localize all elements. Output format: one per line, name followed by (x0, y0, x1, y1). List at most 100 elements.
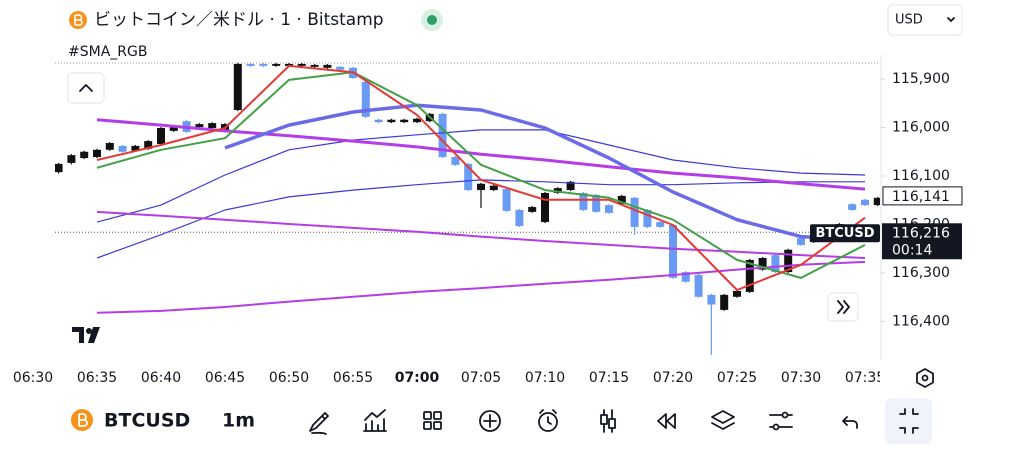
y-tick-label: 116,300 (892, 265, 950, 281)
x-tick-label: 06:45 (205, 370, 245, 386)
time-axis: 06:30 06:35 06:40 06:45 06:50 06:55 07:00 07:05… (13, 370, 885, 386)
candle-body (55, 163, 63, 173)
candle-body (502, 189, 511, 211)
candle-body (605, 205, 613, 213)
toolbar-interval[interactable]: 1m (222, 410, 255, 432)
candle-body (617, 195, 626, 205)
candle-body (259, 63, 268, 66)
candle-body (144, 141, 153, 149)
y-tick-label: 116,400 (892, 314, 950, 330)
x-tick-label: 06:35 (77, 370, 117, 386)
candle-body (451, 157, 460, 165)
plot (55, 62, 880, 355)
candle-body (553, 188, 562, 193)
candle-body (413, 118, 421, 123)
candle-body (848, 204, 857, 210)
candle-body (771, 255, 780, 273)
candle-body (310, 64, 319, 67)
candle-body (157, 127, 165, 144)
candle-body (118, 145, 127, 152)
candle-body (707, 294, 716, 305)
candle-body (541, 192, 549, 223)
candle-body (489, 185, 498, 191)
x-tick-label: 07:35 (845, 370, 885, 386)
candle-body (272, 63, 281, 66)
price-box (882, 186, 963, 206)
symbol-tag (810, 224, 880, 243)
last-price-box (882, 223, 962, 260)
fullscreen-button[interactable] (885, 398, 932, 444)
symbol-title[interactable]: ビットコイン／米ドル · 1 · Bitstamp (94, 10, 384, 30)
candle-body (361, 81, 370, 117)
candle-body (67, 155, 76, 163)
candle-body (246, 63, 255, 66)
candle-body (528, 207, 537, 212)
indicator-line (96, 260, 866, 314)
collapse-button[interactable] (67, 72, 105, 104)
candle-body (477, 183, 485, 191)
indicator-line (96, 71, 866, 279)
x-tick-label: 07:00 (395, 370, 440, 386)
currency-select[interactable] (887, 4, 963, 36)
indicator-line (96, 64, 866, 291)
candle-body (515, 209, 524, 226)
candle-body (630, 197, 639, 227)
candle-body (195, 124, 204, 128)
candle-body (208, 123, 217, 128)
candle-body (694, 274, 703, 297)
x-tick-label: 06:40 (141, 370, 181, 386)
candle-body (169, 126, 178, 131)
indicator-line (96, 118, 866, 191)
candle-body (797, 238, 805, 245)
countdown: 00:14 (892, 242, 932, 258)
y-tick-label: 115,900 (892, 71, 950, 87)
x-tick-label: 06:30 (13, 370, 53, 386)
x-tick-label: 07:25 (717, 370, 757, 386)
candle-body (784, 249, 793, 273)
candle-body (745, 259, 754, 292)
candle-body (438, 113, 447, 158)
x-tick-label: 06:55 (333, 370, 373, 386)
x-tick-label: 07:20 (653, 370, 693, 386)
symbol-tag-label: BTCUSD (815, 226, 874, 241)
candle-body (297, 63, 306, 66)
price-label: 116,141 (892, 189, 950, 205)
candle-body (720, 294, 729, 310)
tv-logo (72, 327, 100, 343)
y-tick-label: 116,000 (892, 119, 950, 135)
candle-body (233, 63, 242, 111)
last-price: 116,216 (892, 225, 950, 241)
indicator-line (96, 210, 866, 259)
candle-body (336, 66, 345, 70)
toolbar-symbol[interactable]: BTCUSD (104, 410, 190, 432)
x-tick-label: 06:50 (269, 370, 309, 386)
header: ビットコイン／米ドル · 1 · Bitstamp USD #SMA_RGB (67, 4, 963, 104)
indicator-line (224, 103, 866, 242)
candle-body (579, 192, 588, 210)
y-tick-label: 116,100 (892, 168, 950, 184)
candle-body (873, 197, 880, 206)
x-tick-label: 07:05 (461, 370, 501, 386)
candle-body (758, 257, 767, 270)
candle-body (464, 163, 473, 191)
candle-body (656, 222, 665, 227)
candle-body (105, 143, 114, 150)
candle-body (323, 64, 332, 68)
candle-body (93, 149, 101, 158)
candle-body (400, 119, 409, 123)
x-tick-label: 07:15 (589, 370, 629, 386)
currency: USD (895, 13, 923, 28)
candle-body (861, 199, 869, 206)
candle-body (374, 119, 383, 123)
price-axis: 115,900116,000116,100116,200116,300116,4… (881, 71, 950, 330)
settings-button[interactable] (916, 368, 934, 388)
candle-body (643, 209, 652, 227)
toolbar-icons[interactable] (309, 409, 858, 435)
x-tick-label: 07:30 (781, 370, 821, 386)
candle-body (131, 145, 140, 151)
candle-body (80, 151, 89, 159)
candle-body (733, 290, 741, 297)
candle-body (566, 181, 575, 191)
indicator-line (96, 129, 866, 223)
